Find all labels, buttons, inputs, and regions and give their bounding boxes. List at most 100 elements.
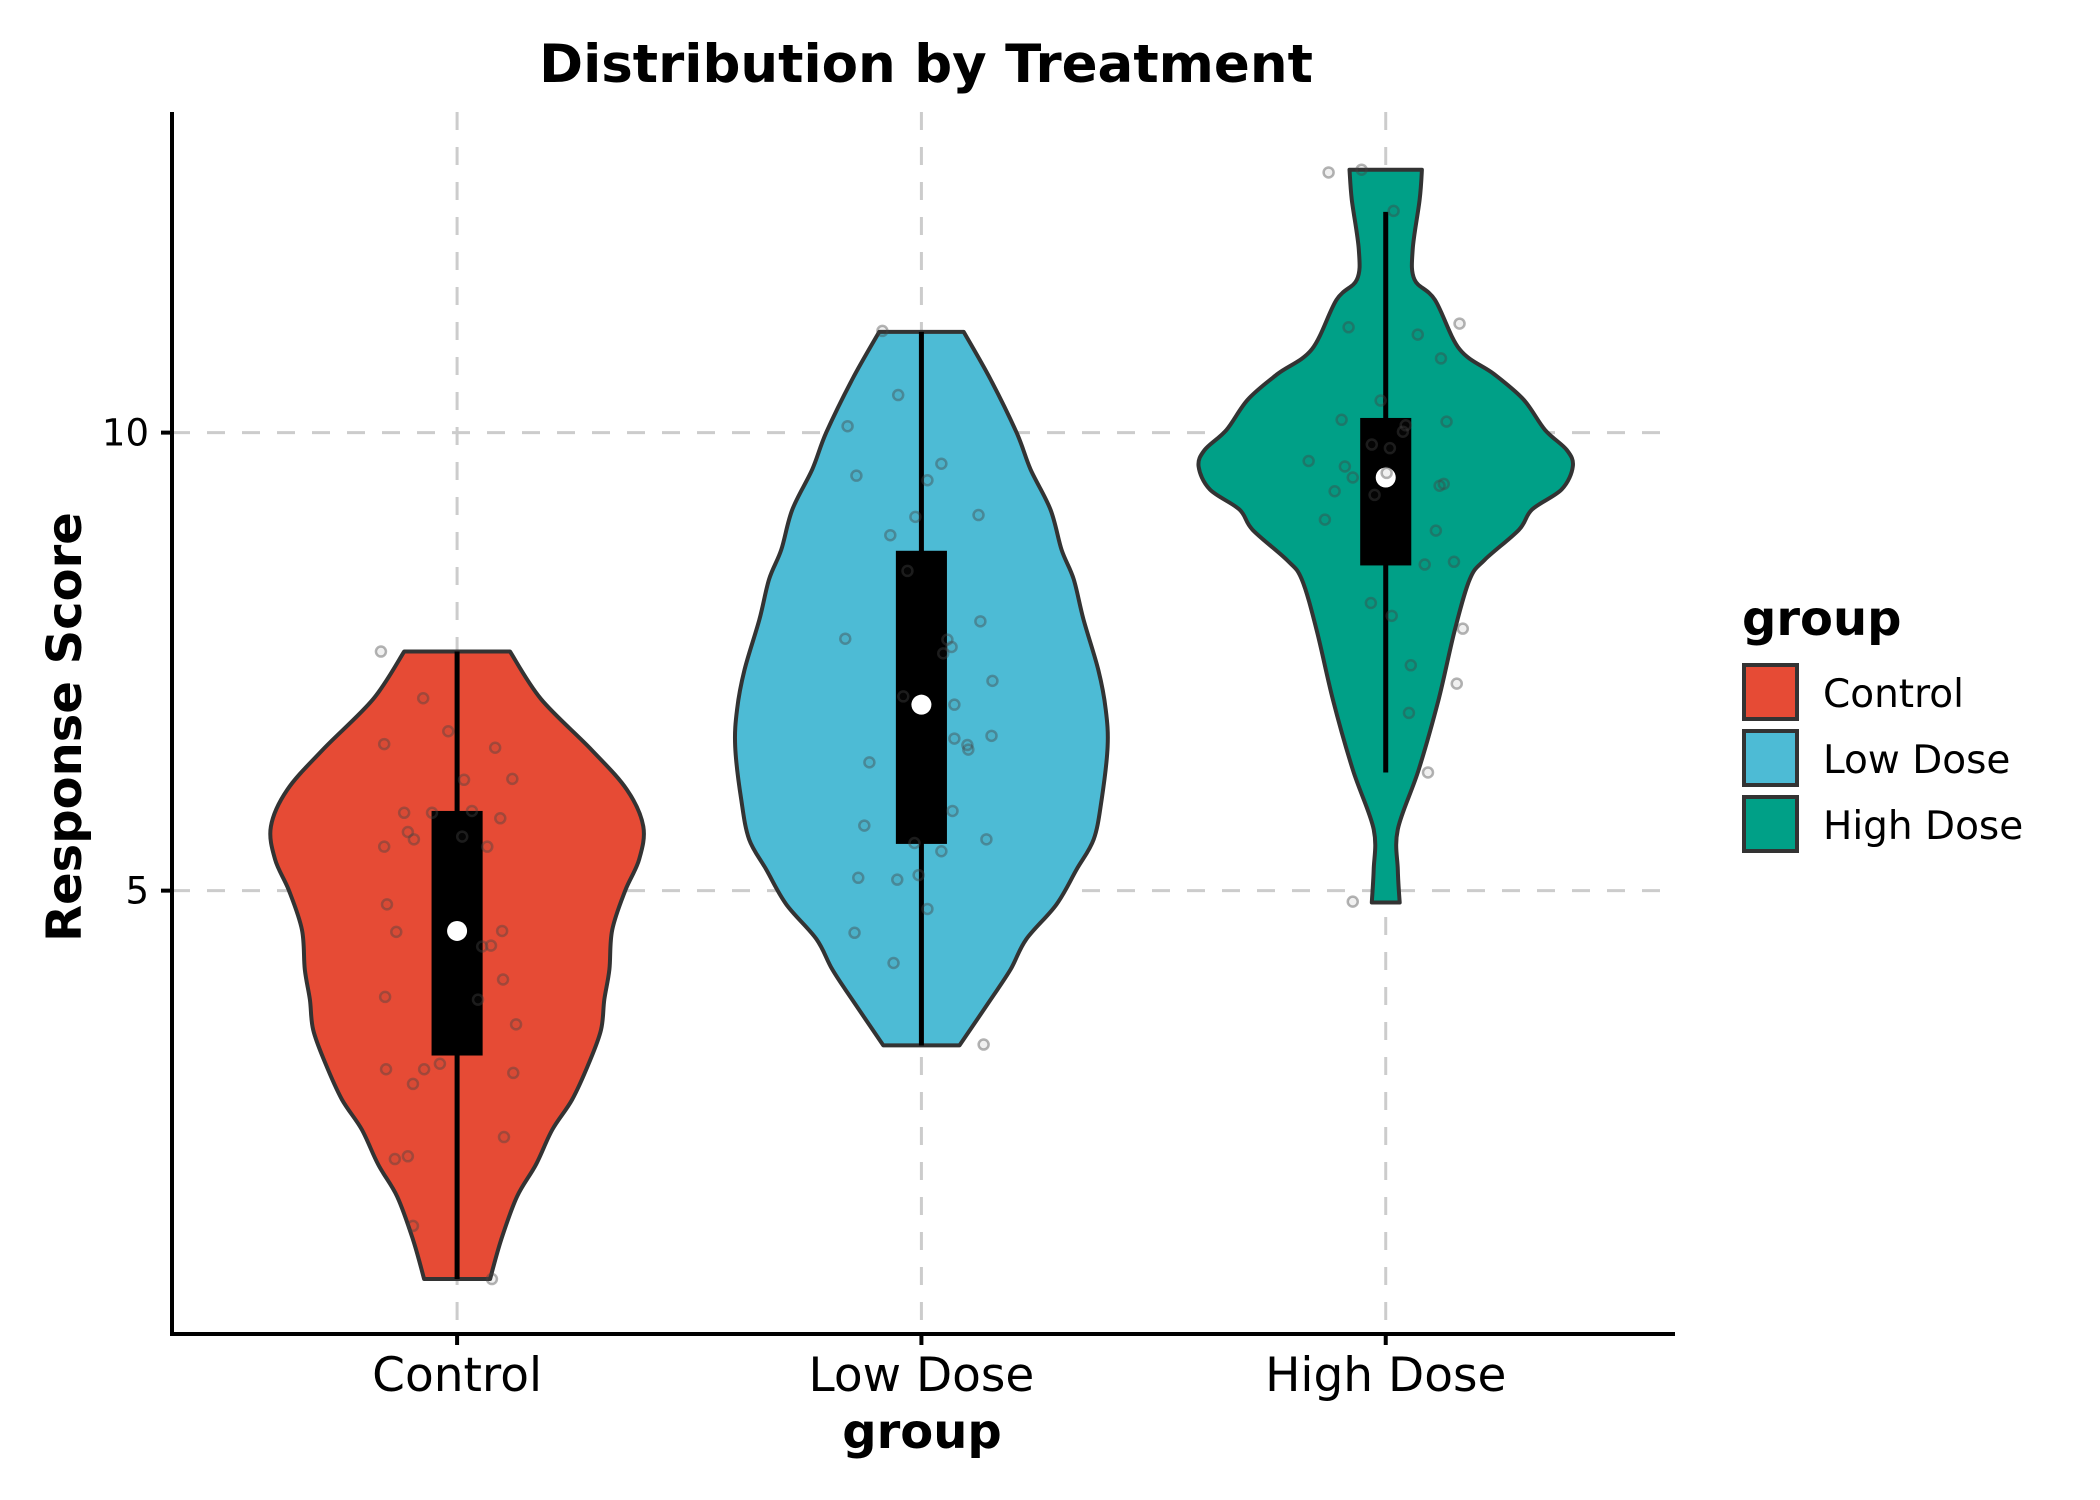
data-point: [1368, 488, 1381, 502]
data-point: [495, 924, 509, 938]
data-point: [948, 698, 961, 711]
data-point: [484, 939, 498, 952]
data-point: [1355, 163, 1368, 176]
data-point: [1440, 415, 1453, 428]
data-point: [935, 844, 948, 858]
x-tick-label: High Dose: [1265, 1348, 1506, 1403]
data-point: [848, 926, 861, 940]
data-point: [497, 1130, 511, 1144]
data-point: [1364, 596, 1378, 610]
data-point: [980, 833, 993, 846]
iqr-box-high-dose: [1360, 417, 1412, 566]
data-point: [433, 1057, 447, 1071]
legend-label: Low Dose: [1823, 738, 2010, 783]
data-point: [1335, 413, 1348, 427]
data-point: [1387, 204, 1400, 218]
data-point: [455, 830, 469, 843]
data-point: [887, 956, 900, 970]
data-point: [1447, 555, 1461, 569]
median-point-low-dose: [911, 694, 932, 715]
data-point: [507, 1066, 520, 1080]
data-point: [977, 1038, 990, 1051]
legend-swatch-control: [1742, 663, 1799, 721]
data-point: [1302, 454, 1315, 468]
x-tick-label: Low Dose: [808, 1348, 1034, 1403]
data-point: [1318, 513, 1332, 526]
data-point: [1404, 659, 1418, 672]
x-axis-ticks: Control Low Dose High Dose: [372, 1334, 1506, 1403]
data-point: [506, 772, 519, 786]
legend-label: High Dose: [1823, 804, 2023, 849]
legend-swatch-low-dose: [1742, 729, 1799, 787]
data-point: [897, 690, 910, 703]
data-point: [475, 940, 489, 953]
data-point: [985, 729, 998, 743]
data-point: [948, 732, 961, 745]
y-tick-label: 5: [125, 870, 149, 913]
data-point: [962, 743, 975, 756]
data-point: [1433, 479, 1446, 492]
data-point: [1450, 677, 1464, 690]
data-point: [1342, 321, 1355, 334]
jitter-points: [374, 163, 1470, 1286]
data-point: [442, 724, 455, 738]
data-point: [1456, 622, 1470, 635]
data-point: [481, 840, 494, 853]
data-point: [1374, 394, 1387, 407]
data-point: [1399, 419, 1412, 432]
data-point: [912, 868, 925, 882]
data-point: [417, 1063, 431, 1076]
x-tick-label: Control: [372, 1348, 542, 1403]
data-point: [388, 1152, 402, 1166]
data-point: [841, 419, 854, 433]
data-point: [909, 510, 922, 524]
legend: group Control Low Dose High Dose: [1742, 591, 2023, 853]
data-point: [858, 819, 871, 832]
data-point: [416, 692, 430, 705]
y-axis-ticks: 5 10: [102, 412, 172, 913]
data-point: [374, 645, 388, 658]
data-point: [891, 873, 904, 886]
data-point: [407, 833, 421, 846]
data-point: [1453, 317, 1466, 330]
data-point: [863, 756, 876, 769]
data-point: [457, 773, 471, 787]
data-point: [496, 973, 510, 986]
data-point: [378, 990, 392, 1004]
data-point: [936, 647, 950, 660]
data-point: [509, 1018, 523, 1031]
median-point-high-dose: [1375, 467, 1396, 488]
data-point: [986, 674, 999, 688]
data-point: [1411, 328, 1425, 341]
data-point: [397, 806, 411, 820]
data-point: [908, 836, 921, 850]
data-point: [884, 528, 897, 542]
legend-label: Control: [1823, 672, 1964, 717]
data-point: [901, 564, 914, 578]
legend-title: group: [1742, 591, 1902, 647]
data-point: [876, 324, 889, 338]
data-point: [941, 633, 954, 646]
data-point: [1346, 471, 1360, 484]
data-point: [377, 737, 391, 751]
data-point: [850, 469, 863, 482]
data-point: [379, 1063, 393, 1076]
data-point: [1346, 895, 1360, 908]
data-point: [839, 632, 852, 645]
data-point: [471, 993, 485, 1006]
data-point: [377, 840, 391, 853]
data-point: [1396, 425, 1410, 438]
data-point: [1437, 477, 1451, 491]
data-point: [945, 640, 958, 654]
data-point: [1328, 484, 1341, 498]
data-point: [401, 1150, 415, 1163]
data-point: [485, 1272, 499, 1286]
data-point: [1421, 766, 1435, 779]
data-point: [935, 457, 948, 471]
chart-title: Distribution by Treatment: [539, 34, 1313, 95]
data-point: [380, 898, 394, 911]
data-point: [1418, 558, 1431, 571]
data-point: [1402, 706, 1416, 720]
data-point: [1322, 166, 1335, 179]
